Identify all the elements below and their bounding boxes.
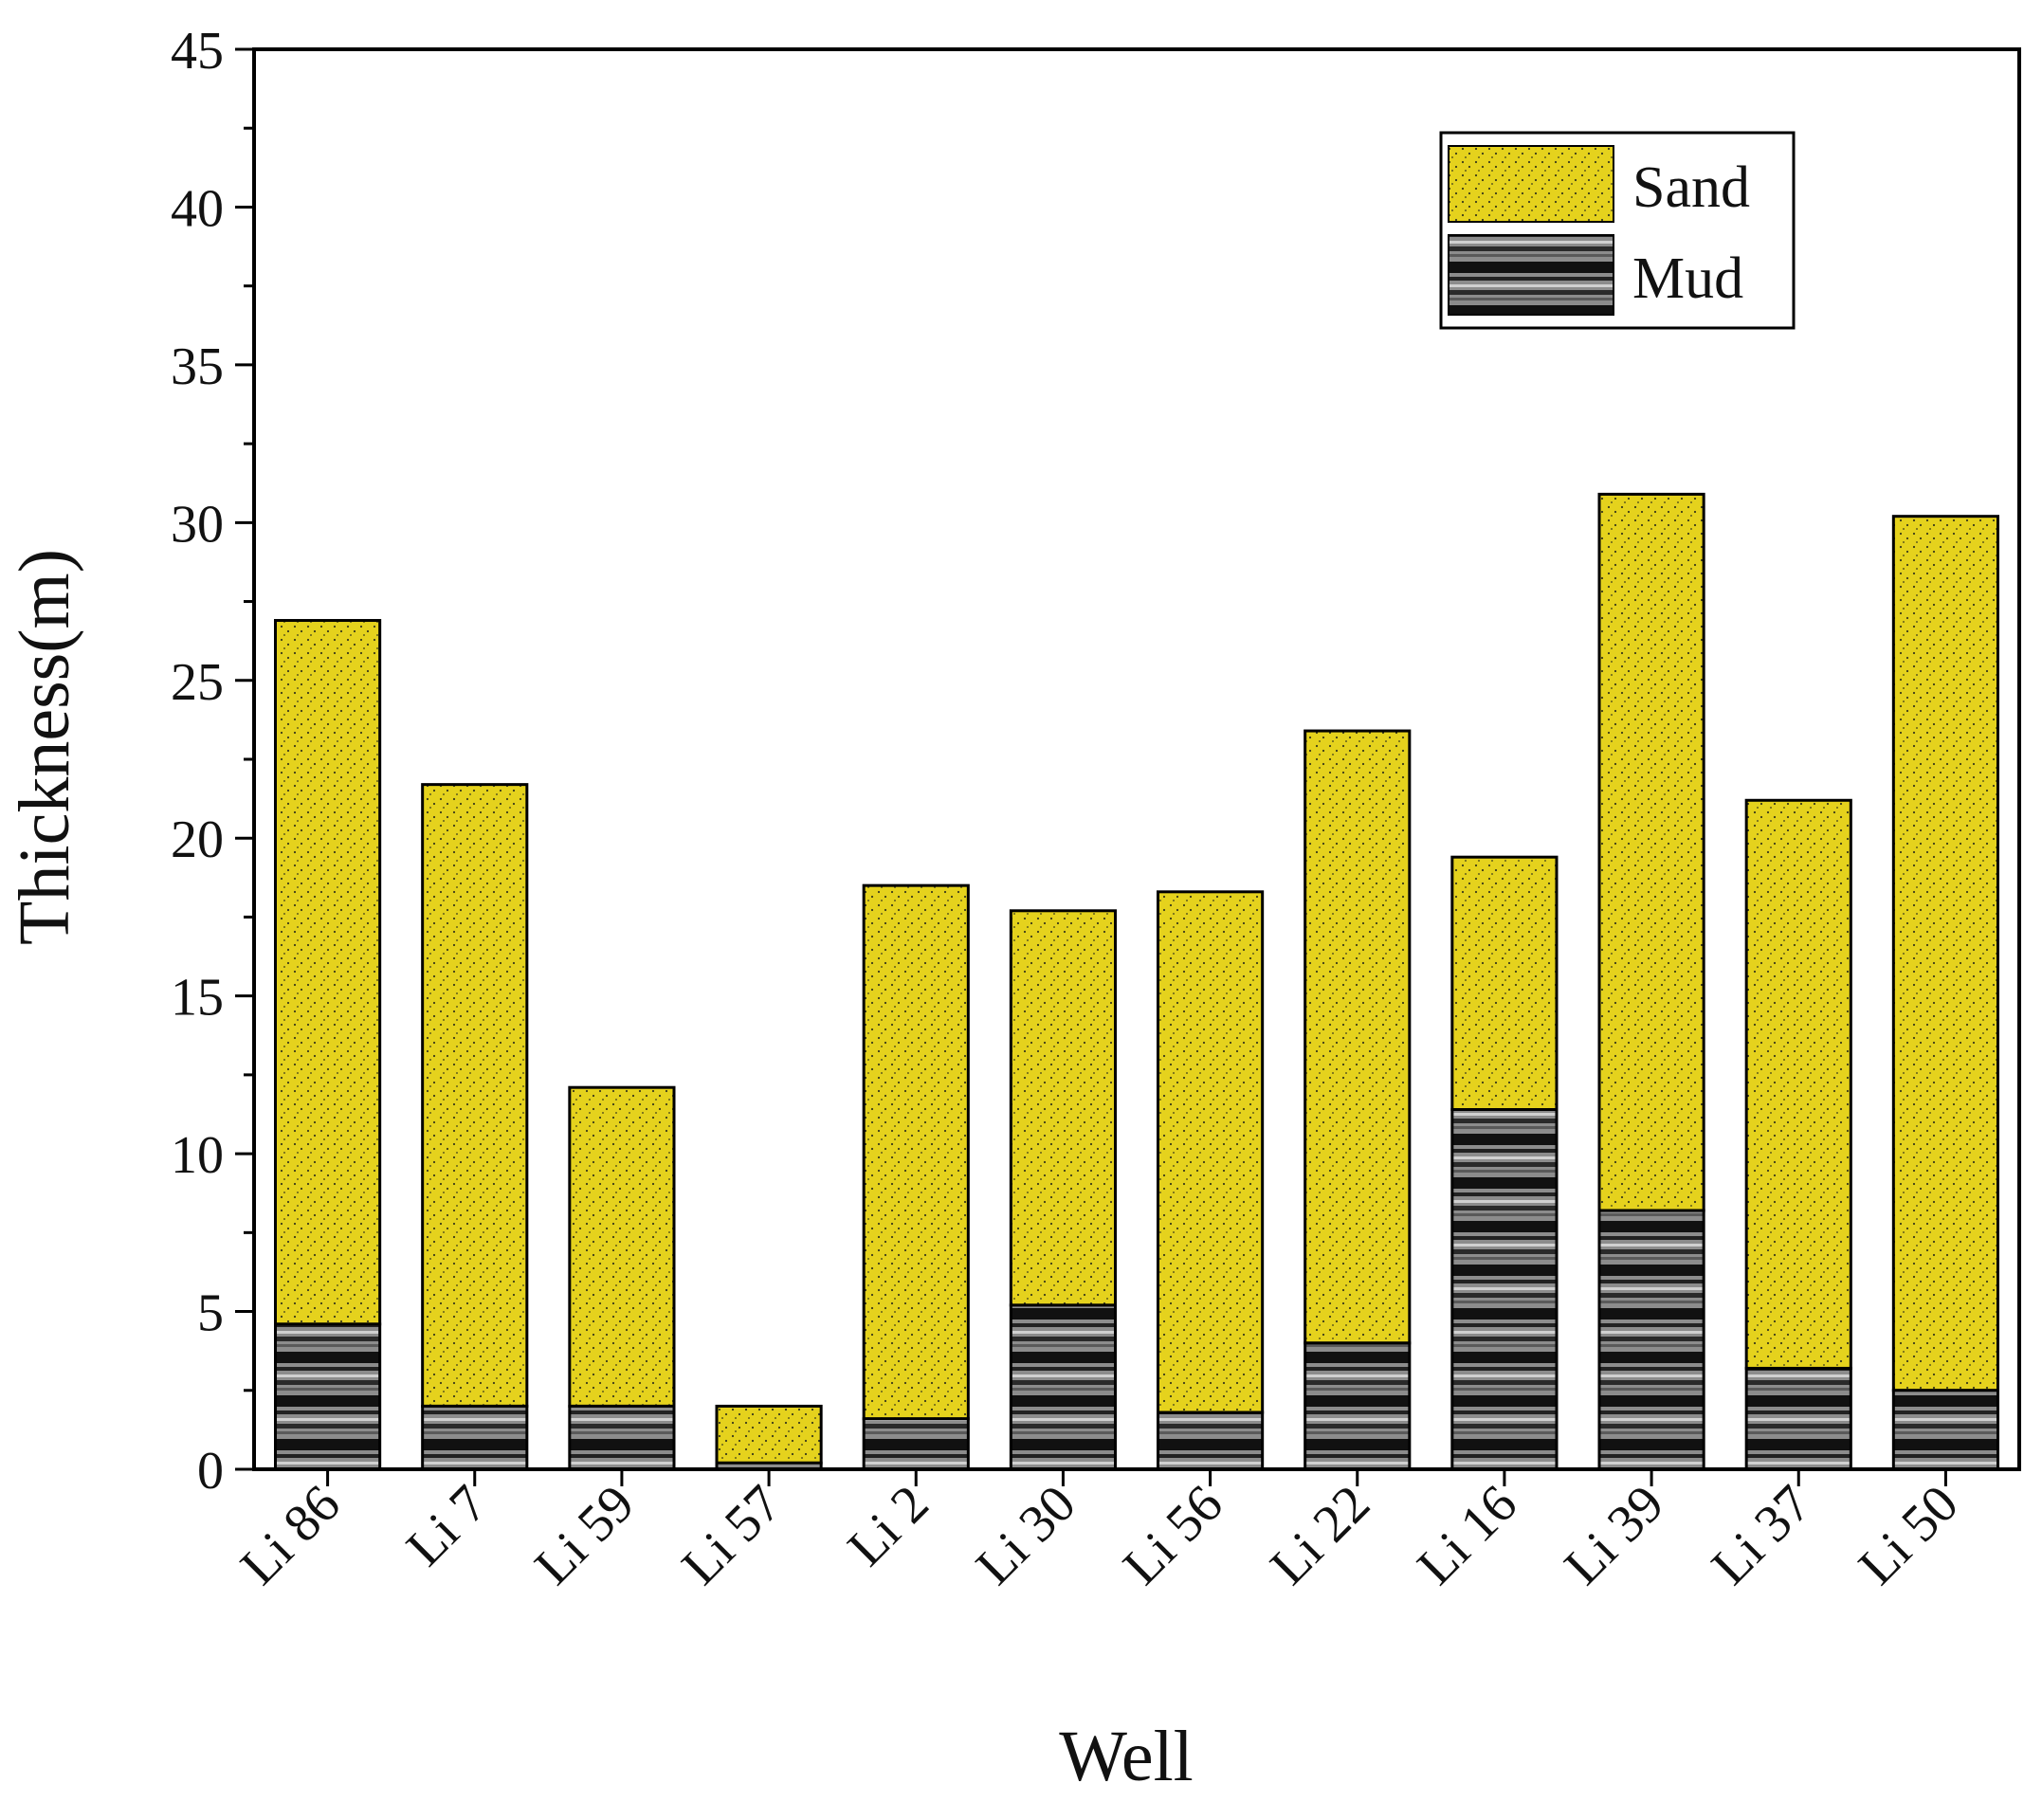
x-tick-label-li-50: Li 50 [1848,1474,1970,1596]
x-tick-label-li-7: Li 7 [395,1474,499,1577]
bar-sand-li-86 [273,619,382,1326]
bar-sand-li-7 [421,783,529,1408]
y-tick-label-5: 5 [197,1284,224,1343]
bar-sand-li-2 [862,883,970,1421]
bar-sand-li-57 [715,1404,823,1465]
legend-label-sand: Sand [1632,155,1750,220]
x-tick-label-li-86: Li 86 [229,1474,352,1596]
bar-mud-li-86 [273,1322,382,1471]
bar-mud-li-16 [1450,1108,1559,1471]
x-tick-label-li-39: Li 39 [1554,1474,1676,1596]
y-tick-label-30: 30 [171,495,224,554]
bar-sand-li-37 [1744,798,1852,1370]
bar-sand-li-39 [1597,492,1705,1212]
bar-mud-li-2 [862,1417,970,1471]
bar-sand-li-56 [1156,890,1265,1414]
bar-sand-li-30 [1009,909,1118,1307]
bars-layer [273,492,2000,1471]
y-tick-label-40: 40 [171,179,224,238]
y-tick-label-35: 35 [171,337,224,396]
x-tick-label-li-30: Li 30 [965,1474,1087,1596]
x-tick-label-li-22: Li 22 [1259,1474,1381,1596]
bar-sand-li-50 [1891,515,2000,1392]
x-axis-title: Well [1059,1717,1194,1796]
bar-mud-li-7 [421,1404,529,1471]
bar-mud-li-37 [1744,1366,1852,1471]
bar-sand-li-59 [568,1085,676,1408]
y-tick-label-20: 20 [171,810,224,869]
bar-mud-li-50 [1891,1389,2000,1471]
bar-mud-li-30 [1009,1303,1118,1471]
x-tick-label-li-37: Li 37 [1701,1474,1823,1596]
bar-sand-li-16 [1450,855,1559,1112]
bar-mud-li-22 [1304,1341,1412,1471]
y-tick-label-10: 10 [171,1126,224,1185]
x-tick-label-li-56: Li 56 [1112,1474,1234,1596]
x-tick-label-li-16: Li 16 [1407,1474,1529,1596]
legend-label-mud: Mud [1632,246,1743,311]
legend-swatch-sand [1448,145,1614,223]
y-axis-title: Thickness(m) [5,549,84,945]
bar-mud-li-39 [1597,1209,1705,1471]
y-tick-label-45: 45 [171,22,224,81]
bar-mud-li-56 [1156,1410,1265,1471]
bar-sand-li-22 [1304,729,1412,1345]
x-tick-label-li-59: Li 59 [524,1474,647,1596]
y-tick-label-0: 0 [197,1442,224,1501]
x-tick-label-li-57: Li 57 [671,1474,793,1596]
x-tick-label-li-2: Li 2 [837,1474,940,1577]
legend-swatch-mud [1448,234,1614,316]
y-tick-label-15: 15 [171,969,224,1028]
bar-mud-li-59 [568,1404,676,1471]
y-tick-label-25: 25 [171,653,224,712]
legend: Sand Mud [1439,131,1796,330]
